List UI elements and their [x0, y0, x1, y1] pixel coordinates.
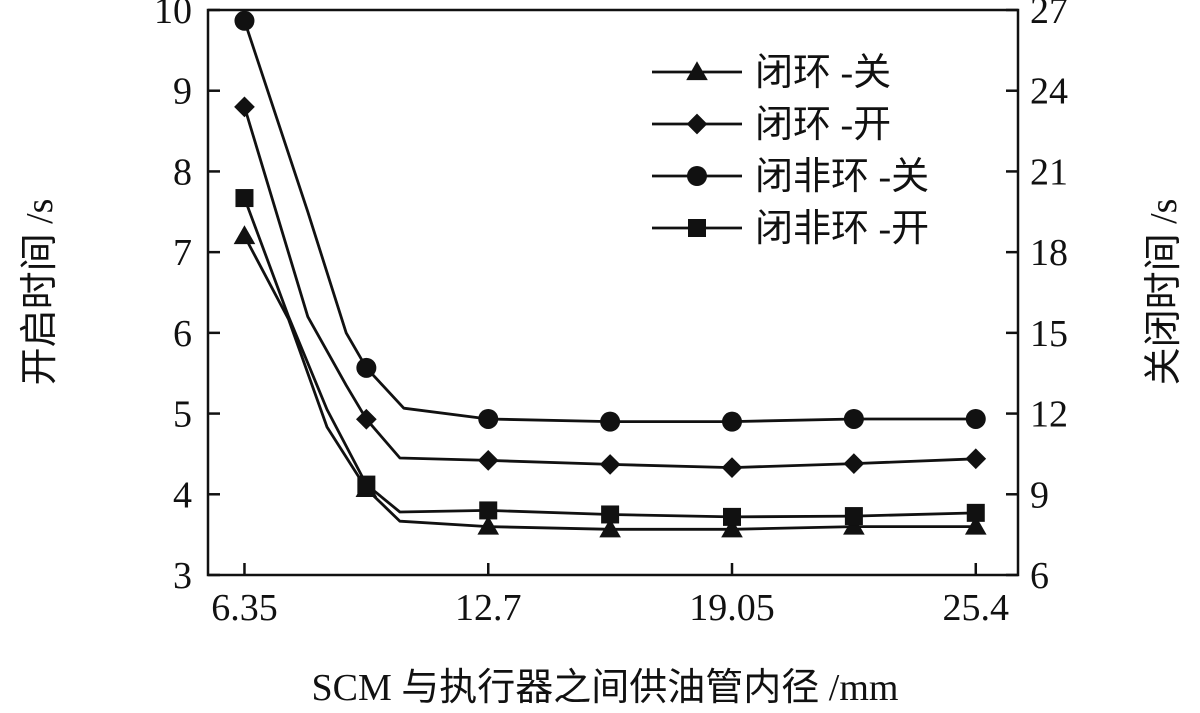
data-point-diamond — [599, 454, 621, 475]
x-tick-label: 12.7 — [455, 587, 522, 629]
legend-marker-square — [688, 219, 706, 237]
data-point-diamond — [234, 96, 255, 118]
x-tick-label: 25.4 — [943, 587, 1010, 629]
legend-label: 闭环 -开 — [755, 104, 891, 146]
series-markers — [233, 10, 987, 538]
data-point-square — [844, 507, 863, 526]
series-lines — [243, 20, 976, 531]
y-right-tick-label: 24 — [1030, 71, 1068, 113]
data-point-square — [601, 505, 620, 524]
data-point-diamond — [477, 450, 499, 471]
legend-marker-diamond — [686, 113, 708, 135]
data-point-diamond — [965, 448, 987, 470]
data-point-circle — [722, 411, 743, 432]
y-right-tick-label: 21 — [1030, 151, 1068, 193]
y-axis-left-title: 开启时间 /s — [19, 199, 61, 386]
data-point-diamond — [843, 453, 865, 474]
x-tick-label: 6.35 — [211, 587, 278, 629]
y-right-tick-label: 18 — [1030, 232, 1068, 274]
y-left-tick-label: 9 — [173, 71, 192, 113]
plot-frame — [206, 8, 1020, 577]
data-point-square — [235, 189, 254, 208]
data-point-triangle — [477, 515, 500, 535]
x-tick-label: 19.05 — [689, 587, 775, 629]
data-point-circle — [843, 408, 864, 429]
data-point-circle — [965, 408, 986, 429]
y-right-tick-label: 9 — [1030, 474, 1049, 516]
series-line — [243, 20, 976, 424]
y-left-tick-label: 5 — [173, 394, 192, 436]
data-point-circle — [478, 408, 499, 429]
data-point-triangle — [721, 518, 743, 538]
data-point-square — [966, 503, 985, 522]
legend-marker-triangle — [686, 61, 708, 81]
data-point-triangle — [599, 518, 621, 538]
data-point-triangle — [843, 515, 865, 535]
data-point-circle — [600, 411, 621, 432]
legend-label: 闭非环 -开 — [755, 208, 929, 250]
data-point-circle — [356, 357, 377, 378]
series-line — [243, 106, 976, 470]
y-left-tick-label: 8 — [173, 151, 192, 193]
y-right-tick-label: 6 — [1030, 555, 1049, 597]
data-point-triangle — [233, 225, 256, 245]
data-point-square — [357, 475, 376, 494]
y-left-tick-label: 3 — [173, 555, 192, 597]
data-point-triangle — [964, 515, 987, 535]
series-line — [243, 197, 976, 519]
legend-label: 闭非环 -关 — [755, 156, 929, 198]
y-right-tick-label: 15 — [1030, 313, 1068, 355]
data-point-diamond — [721, 457, 743, 478]
data-point-square — [479, 501, 498, 520]
y-left-tick-label: 7 — [173, 232, 192, 274]
y-right-tick-label: 12 — [1030, 394, 1068, 436]
x-axis-title: SCM 与执行器之间供油管内径 /mm — [312, 667, 899, 709]
y-left-tick-label: 4 — [173, 474, 192, 516]
y-left-tick-label: 10 — [154, 0, 192, 32]
y-left-tick-label: 6 — [173, 313, 192, 355]
data-point-circle — [234, 10, 255, 31]
data-point-square — [723, 507, 742, 526]
y-right-tick-label: 27 — [1030, 0, 1068, 32]
series-line — [243, 235, 976, 531]
y-axis-right-title: 关闭时间 /s — [1143, 199, 1185, 386]
data-point-diamond — [356, 408, 377, 430]
tick-layer: 6.35 12.7 19.05 25.4 3 4 5 6 7 8 9 10 6 9 12 15 18 21 24 27 — [154, 0, 1068, 629]
legend-label: 闭环 -关 — [755, 52, 891, 94]
legend-marker-circle — [687, 166, 707, 186]
